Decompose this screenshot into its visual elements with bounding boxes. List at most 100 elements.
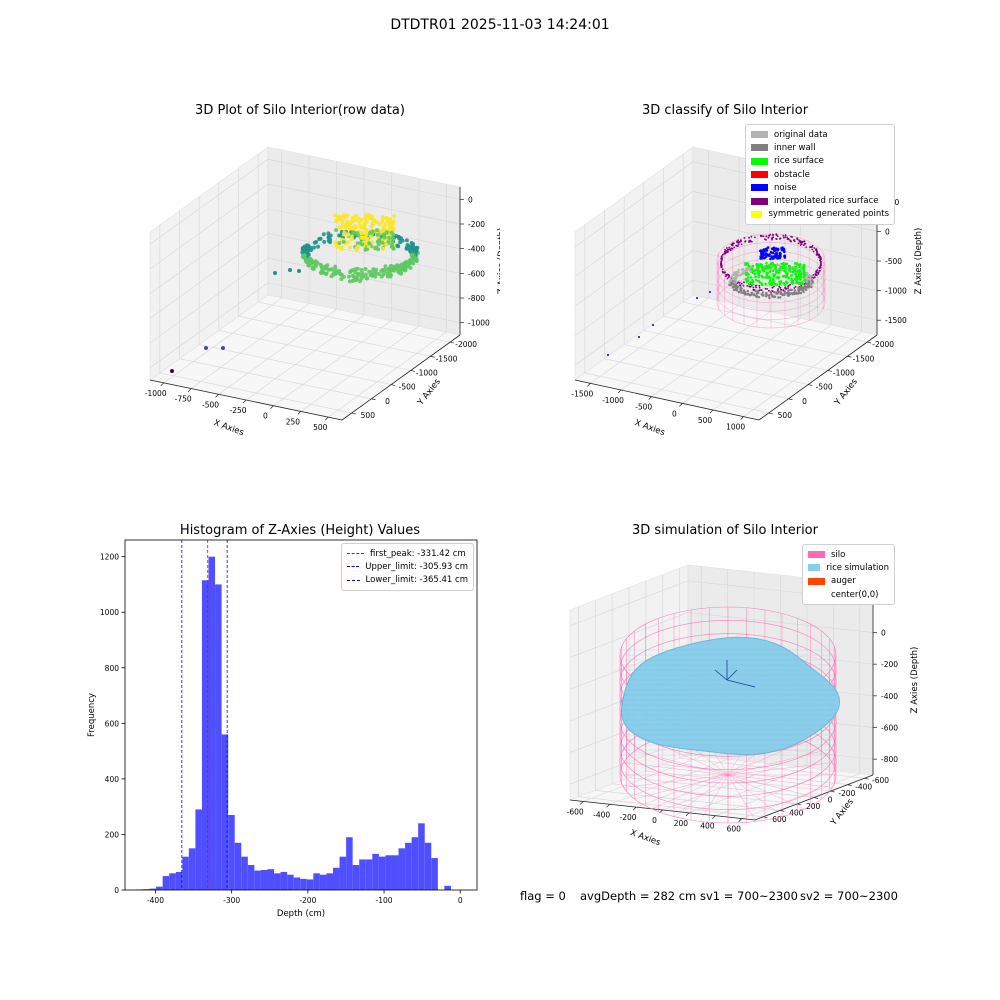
cls-interp-point	[784, 286, 787, 289]
raw-point	[380, 240, 385, 245]
cls-x-tick-label: 1000	[726, 423, 745, 432]
cls-wall-point	[735, 284, 738, 288]
raw-point	[380, 219, 385, 224]
raw-point	[404, 264, 409, 269]
sim-silo-floor-spoke	[727, 774, 757, 822]
cls-interp-point	[772, 236, 775, 239]
cls-wall-point	[733, 283, 736, 287]
legend-swatch	[751, 197, 768, 205]
legend-label: Lower_limit: -365.41 cm	[365, 575, 468, 586]
cls-interp-point	[812, 277, 815, 279]
cls-y-tick	[847, 355, 852, 358]
cls-noise-point	[760, 249, 763, 253]
sim-silo-floor-spoke	[634, 774, 729, 800]
cls-wall-point	[735, 270, 738, 274]
cls-rice-point	[795, 277, 799, 280]
hist-frame	[124, 539, 478, 891]
cls-interp-point	[733, 242, 735, 245]
cls-interp-point	[739, 284, 742, 287]
raw-point	[370, 218, 375, 223]
sim-z-tick-label: 0	[881, 629, 886, 638]
raw-x-tick-label: -500	[202, 400, 219, 409]
cls-interp-point	[721, 268, 724, 271]
cls-noise-point	[781, 246, 784, 249]
cls-floor-grid-y	[683, 301, 868, 343]
histogram-legend-item: first_peak: -331.42 cm	[347, 547, 468, 560]
cls-interp-point	[794, 285, 797, 288]
legend-swatch	[751, 171, 768, 179]
hist-bar	[306, 879, 314, 890]
hist-bar	[234, 842, 242, 890]
cls-interp-point	[787, 287, 790, 289]
cls-rice-point	[798, 282, 802, 285]
cls-rice-point	[769, 266, 772, 269]
cls-interp-point	[796, 238, 799, 241]
cls-wall-point	[798, 291, 801, 294]
cls-interp-point	[762, 235, 765, 238]
raw-floor-grid-x	[273, 320, 392, 406]
cls-interp-point	[778, 285, 781, 288]
sim-y-tick	[864, 777, 869, 780]
raw-y-tick-label: -1000	[416, 368, 438, 377]
raw-point	[381, 246, 386, 251]
cls-interp-point	[765, 235, 768, 238]
cls-rice-point	[766, 267, 770, 270]
cls-rice-point	[800, 266, 804, 269]
cls-interp-point	[812, 250, 815, 253]
cls-interp-point	[787, 284, 790, 287]
cls-wall-point	[735, 275, 738, 278]
hist-bar	[359, 859, 366, 890]
classify-legend-item: obstacle	[751, 168, 889, 181]
cls-interp-point	[811, 276, 813, 279]
classify-legend-item: original data	[751, 128, 889, 141]
simulation-legend-item: auger	[808, 575, 889, 588]
cls-interp-point	[748, 236, 750, 239]
raw-floor-grid-x	[245, 314, 365, 401]
cls-rice-point	[779, 280, 783, 283]
raw-point	[383, 222, 388, 227]
hist-bar	[241, 856, 248, 890]
cls-wall-point	[757, 296, 761, 299]
cls-rice-point	[798, 265, 801, 268]
cls-wall-point	[762, 294, 765, 297]
raw-point	[353, 267, 358, 272]
raw-point	[356, 271, 361, 276]
cls-interp-point	[743, 237, 746, 239]
cls-interp-point	[723, 252, 726, 255]
hist-x-tick-label: -100	[376, 896, 393, 905]
raw-floor-grid-y	[179, 358, 372, 400]
cls-noise-point	[696, 297, 698, 299]
sim-z-tick-label: -600	[881, 724, 898, 733]
cls-x-tick	[709, 409, 714, 414]
cls-rice-point	[744, 278, 748, 281]
cls-rice-point	[768, 279, 772, 282]
cls-interp-point	[793, 287, 796, 289]
sim-wall-grid-z	[569, 643, 874, 690]
hist-bar	[280, 871, 288, 890]
cls-y-axis-label: Y Axies	[832, 377, 860, 409]
cls-interp-point	[720, 258, 723, 261]
raw-point	[348, 222, 353, 227]
cls-interp-point	[819, 264, 822, 267]
cls-wall-point	[775, 291, 778, 294]
cls-interp-point	[724, 271, 727, 274]
raw-point	[312, 240, 317, 245]
cls-rice-point	[783, 269, 786, 273]
cls-wall-point	[729, 284, 732, 287]
raw-point	[387, 223, 392, 228]
cls-interp-point	[760, 235, 762, 238]
raw-point	[350, 230, 355, 235]
cls-interp-point	[764, 238, 766, 240]
cls-wall-point	[742, 289, 746, 292]
cls-wall-point	[734, 278, 737, 282]
cls-rice-point	[759, 263, 763, 266]
raw-point	[339, 245, 344, 250]
cls-wall-point	[798, 288, 801, 292]
cls-interp-point	[768, 235, 770, 237]
cls-interp-point	[814, 248, 817, 251]
raw-point	[364, 227, 369, 232]
cls-rice-point	[797, 270, 801, 274]
cls-rice-point	[767, 275, 771, 278]
cls-interp-point	[784, 234, 787, 237]
raw-point	[329, 274, 334, 279]
